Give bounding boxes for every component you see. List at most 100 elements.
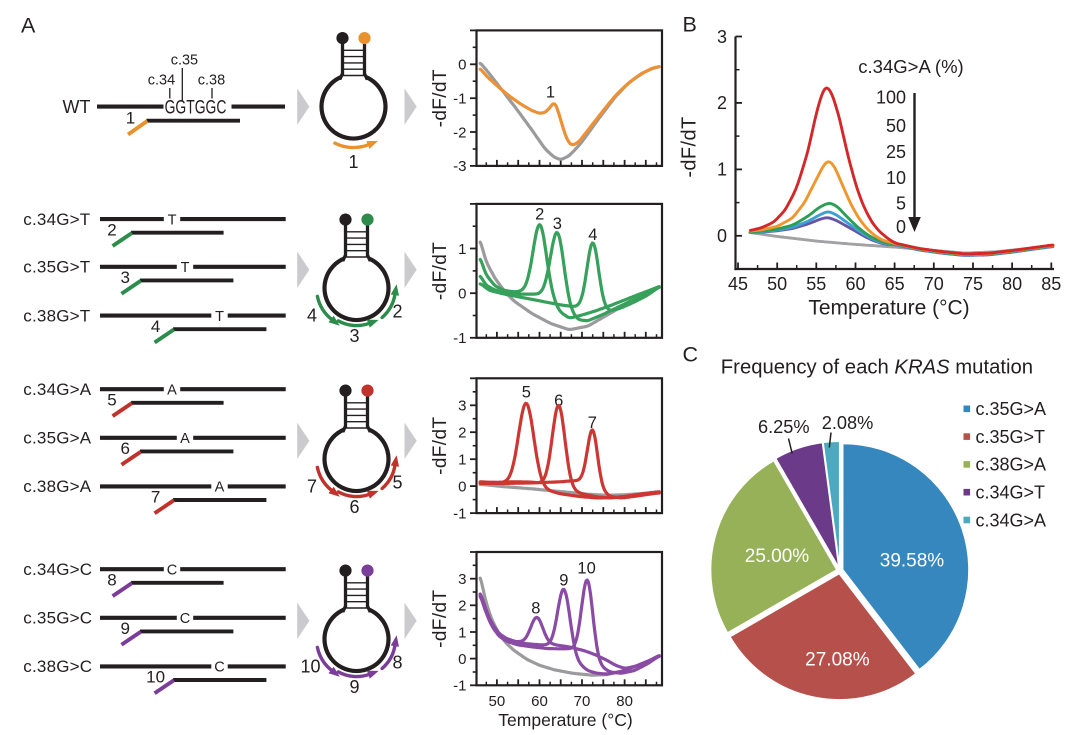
- svg-text:0: 0: [896, 217, 906, 237]
- svg-text:39.58%: 39.58%: [880, 551, 945, 572]
- svg-text:T: T: [215, 309, 224, 325]
- svg-text:c.35G>T: c.35G>T: [976, 427, 1046, 447]
- svg-text:-1: -1: [453, 505, 466, 522]
- svg-text:0: 0: [458, 651, 466, 668]
- svg-text:4: 4: [588, 226, 597, 244]
- svg-text:1: 1: [458, 624, 466, 641]
- svg-text:1: 1: [458, 241, 466, 258]
- svg-text:c.34G>A: c.34G>A: [23, 380, 91, 399]
- svg-text:-1: -1: [453, 678, 466, 695]
- svg-text:-dF/dT: -dF/dT: [430, 242, 451, 300]
- svg-text:C: C: [214, 660, 224, 676]
- svg-text:c.34G>T: c.34G>T: [23, 210, 90, 229]
- svg-text:70: 70: [924, 274, 944, 294]
- svg-text:9: 9: [349, 677, 359, 697]
- svg-text:50: 50: [489, 693, 506, 710]
- svg-text:0: 0: [458, 57, 466, 74]
- svg-text:1: 1: [126, 108, 135, 127]
- svg-text:8: 8: [392, 653, 402, 673]
- svg-text:65: 65: [885, 274, 905, 294]
- svg-text:75: 75: [963, 274, 983, 294]
- svg-text:4: 4: [307, 306, 317, 326]
- svg-text:0: 0: [458, 286, 466, 303]
- svg-text:C: C: [683, 343, 699, 367]
- svg-text:c.34G>T: c.34G>T: [976, 483, 1046, 503]
- svg-text:6: 6: [349, 497, 359, 517]
- svg-text:Frequency of each KRAS mutatio: Frequency of each KRAS mutation: [721, 356, 1033, 378]
- svg-text:55: 55: [806, 274, 826, 294]
- svg-text:c.34: c.34: [148, 73, 175, 89]
- svg-text:C: C: [167, 563, 177, 579]
- svg-text:0: 0: [717, 226, 727, 246]
- svg-text:10: 10: [146, 668, 165, 687]
- svg-text:-2: -2: [453, 124, 466, 141]
- svg-text:1: 1: [348, 152, 358, 172]
- svg-text:7: 7: [307, 477, 317, 497]
- svg-text:3: 3: [458, 571, 466, 588]
- svg-text:A: A: [167, 383, 177, 399]
- svg-text:2: 2: [717, 93, 727, 113]
- svg-text:10: 10: [577, 560, 595, 578]
- svg-text:4: 4: [151, 317, 160, 336]
- svg-text:c.38G>C: c.38G>C: [23, 657, 92, 676]
- svg-text:60: 60: [845, 274, 865, 294]
- svg-text:2: 2: [458, 425, 466, 442]
- svg-text:B: B: [683, 13, 697, 37]
- svg-text:3: 3: [120, 268, 129, 287]
- svg-text:-dF/dT: -dF/dT: [430, 417, 451, 475]
- svg-text:c.34G>A (%): c.34G>A (%): [858, 56, 963, 77]
- svg-text:85: 85: [1041, 274, 1061, 294]
- svg-text:1: 1: [717, 160, 727, 180]
- svg-text:A: A: [180, 431, 190, 447]
- svg-text:6.25%: 6.25%: [758, 417, 810, 437]
- svg-text:25.00%: 25.00%: [745, 546, 810, 567]
- svg-text:5: 5: [522, 384, 531, 402]
- svg-text:c.35G>A: c.35G>A: [23, 429, 91, 448]
- svg-text:-dF/dT: -dF/dT: [679, 116, 701, 177]
- svg-text:-3: -3: [453, 158, 466, 175]
- svg-text:T: T: [181, 260, 190, 276]
- svg-text:8: 8: [107, 570, 116, 589]
- svg-text:5: 5: [392, 473, 402, 493]
- svg-text:10: 10: [886, 168, 906, 188]
- svg-text:9: 9: [559, 572, 568, 590]
- svg-text:c.35: c.35: [171, 53, 198, 69]
- svg-text:WT: WT: [63, 97, 91, 117]
- svg-text:c.38G>A: c.38G>A: [23, 477, 91, 496]
- svg-text:T: T: [168, 212, 177, 228]
- svg-text:2: 2: [535, 206, 544, 224]
- svg-text:2: 2: [392, 302, 402, 322]
- svg-text:3: 3: [553, 215, 562, 233]
- svg-text:70: 70: [574, 693, 591, 710]
- svg-text:7: 7: [151, 488, 160, 507]
- svg-text:9: 9: [120, 619, 129, 638]
- svg-text:c.35G>A: c.35G>A: [976, 399, 1047, 419]
- svg-text:-1: -1: [453, 330, 466, 347]
- svg-text:5: 5: [107, 390, 116, 409]
- svg-text:c.38G>A: c.38G>A: [976, 455, 1047, 475]
- svg-text:2.08%: 2.08%: [822, 413, 874, 433]
- svg-text:Temperature (°C): Temperature (°C): [808, 297, 969, 320]
- svg-text:27.08%: 27.08%: [805, 649, 870, 670]
- svg-text:-dF/dT: -dF/dT: [430, 69, 451, 127]
- svg-text:25: 25: [886, 142, 906, 162]
- svg-text:45: 45: [728, 274, 748, 294]
- svg-text:1: 1: [546, 84, 555, 102]
- svg-text:c.35G>T: c.35G>T: [23, 258, 90, 277]
- svg-text:2: 2: [458, 598, 466, 615]
- svg-text:7: 7: [588, 414, 597, 432]
- svg-text:c.34G>A: c.34G>A: [976, 510, 1047, 530]
- svg-text:80: 80: [1002, 274, 1022, 294]
- svg-text:c.34G>C: c.34G>C: [23, 560, 92, 579]
- svg-text:5: 5: [896, 194, 906, 214]
- svg-text:A: A: [215, 480, 225, 496]
- svg-text:3: 3: [349, 326, 359, 346]
- svg-text:50: 50: [767, 274, 787, 294]
- svg-text:8: 8: [531, 600, 540, 618]
- svg-text:c.38: c.38: [198, 73, 225, 89]
- svg-text:Temperature (°C): Temperature (°C): [498, 710, 632, 730]
- svg-text:A: A: [21, 14, 36, 38]
- svg-text:-dF/dT: -dF/dT: [430, 590, 451, 648]
- svg-text:3: 3: [717, 27, 727, 47]
- svg-text:c.35G>C: c.35G>C: [23, 609, 92, 628]
